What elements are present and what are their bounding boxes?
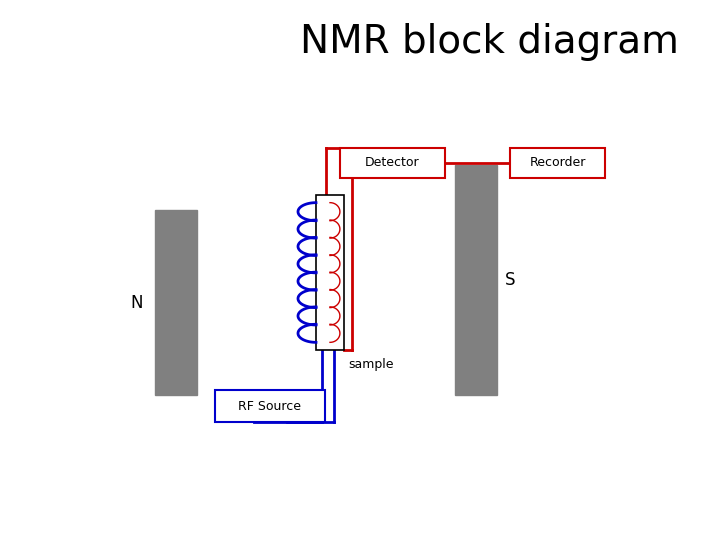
Bar (155, 210, 197, 395)
Text: RF Source: RF Source (238, 400, 302, 413)
Bar (510, 148, 605, 178)
Text: N: N (130, 294, 143, 312)
Text: sample: sample (348, 358, 394, 371)
Bar (340, 148, 445, 178)
Text: S: S (505, 271, 516, 289)
Text: Detector: Detector (365, 157, 420, 170)
Bar (215, 390, 325, 422)
Text: NMR block diagram: NMR block diagram (300, 23, 679, 61)
Bar (455, 165, 497, 395)
Bar (316, 195, 344, 350)
Text: Recorder: Recorder (529, 157, 585, 170)
